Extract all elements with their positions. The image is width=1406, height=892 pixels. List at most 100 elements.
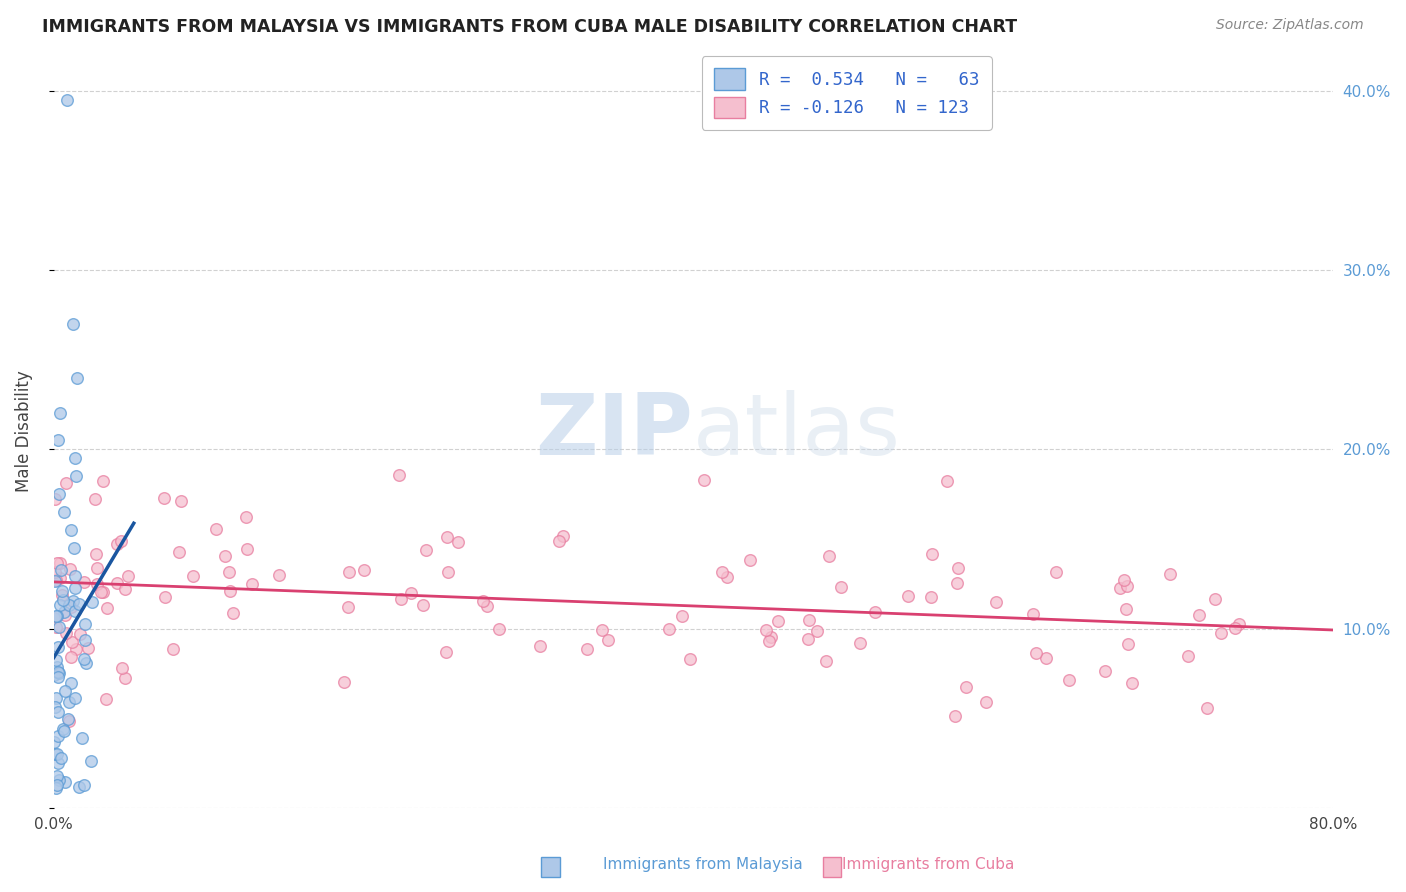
Point: [45, 609, 67, 624]
Text: ZIP: ZIP: [536, 390, 693, 473]
Text: Immigrants from Cuba: Immigrants from Cuba: [842, 857, 1014, 872]
Point: [80, 754, 103, 768]
Point: [1116, 579, 1139, 593]
Point: [740, 553, 762, 567]
Point: [181, 569, 204, 583]
Point: [44, 565, 66, 579]
Point: [46, 729, 69, 743]
Point: [70, 731, 93, 745]
Point: [45, 690, 67, 705]
Point: [716, 570, 738, 584]
Point: [46, 705, 69, 719]
Point: [45, 769, 67, 783]
Point: [436, 531, 458, 545]
Point: [412, 598, 434, 612]
Point: [59, 562, 82, 576]
Point: [63, 541, 86, 555]
Point: [269, 568, 291, 582]
Point: [65, 641, 87, 656]
Text: atlas: atlas: [693, 390, 901, 473]
Point: [65, 569, 87, 583]
Point: [114, 582, 136, 596]
Point: [921, 547, 943, 561]
Point: [814, 654, 837, 668]
Point: [45, 619, 67, 633]
Point: [830, 581, 852, 595]
Point: [46, 665, 69, 679]
Point: [976, 695, 998, 709]
Point: [49, 750, 72, 764]
Point: [82, 595, 104, 609]
Point: [49, 571, 72, 585]
Point: [240, 577, 263, 591]
Point: [44, 574, 66, 588]
Point: [1094, 665, 1116, 679]
Point: [67, 597, 90, 611]
Point: [58, 598, 80, 612]
Point: [44, 747, 66, 761]
Point: [66, 370, 89, 384]
Point: [46, 640, 69, 654]
Point: [75, 656, 97, 670]
Point: [55, 625, 77, 640]
Point: [48, 599, 70, 613]
Point: [67, 780, 90, 795]
Point: [114, 671, 136, 685]
Point: [84, 491, 107, 506]
Point: [44, 652, 66, 666]
Point: [1045, 565, 1067, 579]
Point: [84, 547, 107, 561]
Point: [73, 651, 96, 665]
Point: [77, 641, 100, 656]
Point: [46, 434, 69, 448]
Point: [52, 592, 75, 607]
Point: [658, 622, 681, 636]
Point: [1035, 650, 1057, 665]
Point: [863, 605, 886, 619]
Point: [337, 565, 360, 579]
Point: [797, 632, 820, 646]
Point: [45, 778, 67, 792]
Point: [1195, 701, 1218, 715]
Point: [333, 675, 356, 690]
Point: [389, 592, 412, 607]
Point: [65, 469, 87, 483]
Text: Immigrants from Malaysia: Immigrants from Malaysia: [603, 857, 803, 872]
Text: Source: ZipAtlas.com: Source: ZipAtlas.com: [1216, 18, 1364, 32]
Point: [55, 93, 77, 107]
Point: [204, 522, 226, 536]
Point: [46, 670, 69, 684]
Point: [44, 492, 66, 507]
Point: [1204, 591, 1226, 606]
Point: [1159, 567, 1181, 582]
Point: [336, 599, 359, 614]
Point: [935, 474, 957, 488]
Point: [548, 533, 571, 548]
Point: [576, 642, 599, 657]
Point: [766, 614, 789, 628]
Point: [1223, 621, 1246, 635]
Point: [1188, 607, 1211, 622]
Point: [399, 585, 422, 599]
Point: [946, 575, 969, 590]
Point: [353, 563, 375, 577]
Point: [117, 569, 139, 583]
Point: [1209, 625, 1232, 640]
Point: [437, 566, 460, 580]
Point: [62, 593, 84, 607]
Point: [447, 535, 470, 549]
Point: [153, 491, 176, 505]
Point: [1022, 607, 1045, 622]
Point: [53, 608, 76, 623]
Point: [817, 549, 839, 563]
Point: [214, 549, 236, 563]
Point: [52, 723, 75, 737]
Point: [63, 451, 86, 466]
Point: [63, 604, 86, 618]
Point: [1059, 673, 1081, 688]
Point: [86, 577, 108, 591]
Point: [945, 709, 967, 723]
Point: [86, 560, 108, 574]
Point: [46, 756, 69, 770]
Point: [58, 714, 80, 729]
